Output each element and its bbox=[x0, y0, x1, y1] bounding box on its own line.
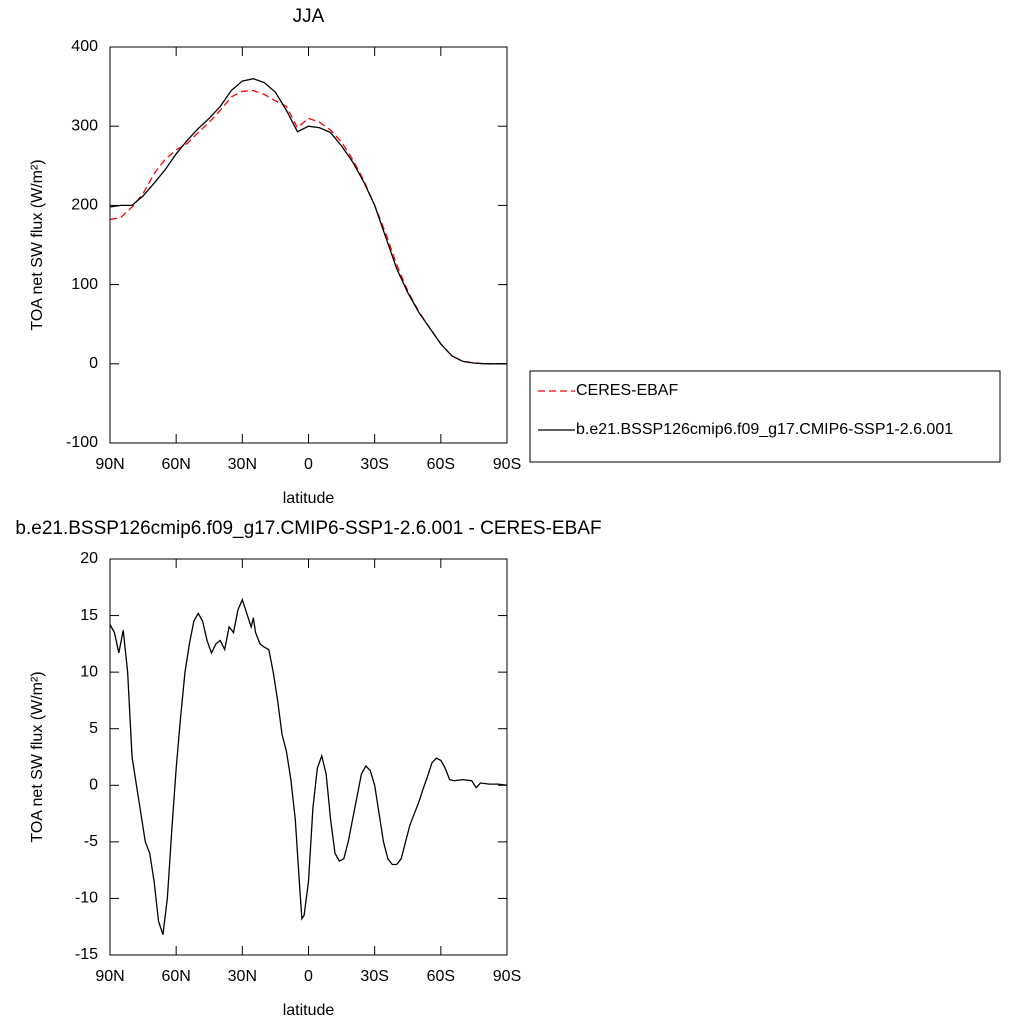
y-axis-label: TOA net SW flux (W/m²) bbox=[29, 159, 46, 330]
y-tick-label: 15 bbox=[80, 607, 98, 624]
y-tick-label: -100 bbox=[66, 434, 98, 451]
x-axis-label: latitude bbox=[283, 490, 335, 507]
x-tick-label: 0 bbox=[304, 456, 313, 473]
x-tick-label: 60N bbox=[161, 968, 190, 985]
x-tick-label: 30S bbox=[360, 968, 388, 985]
y-tick-label: 0 bbox=[89, 355, 98, 372]
data-line bbox=[109, 597, 508, 935]
x-tick-label: 90N bbox=[95, 456, 124, 473]
x-axis-label: latitude bbox=[283, 1002, 335, 1019]
y-tick-label: 20 bbox=[80, 550, 98, 567]
x-tick-label: 90S bbox=[493, 456, 521, 473]
x-tick-label: 60S bbox=[427, 968, 455, 985]
x-tick-label: 0 bbox=[304, 968, 313, 985]
y-tick-label: -15 bbox=[75, 946, 98, 963]
y-tick-label: 100 bbox=[71, 276, 98, 293]
x-tick-label: 90S bbox=[493, 968, 521, 985]
plot-frame bbox=[109, 46, 508, 444]
y-tick-label: 300 bbox=[71, 117, 98, 134]
y-tick-label: 200 bbox=[71, 197, 98, 214]
legend-label: b.e21.BSSP126cmip6.f09_g17.CMIP6-SSP1-2.… bbox=[576, 421, 953, 438]
x-tick-label: 30S bbox=[360, 456, 388, 473]
legend-label: CERES-EBAF bbox=[576, 382, 678, 399]
y-tick-label: 10 bbox=[80, 663, 98, 680]
chart-title: b.e21.BSSP126cmip6.f09_g17.CMIP6-SSP1-2.… bbox=[15, 518, 601, 539]
x-tick-label: 60S bbox=[427, 456, 455, 473]
plot-frame bbox=[109, 558, 508, 956]
y-tick-label: 0 bbox=[89, 777, 98, 794]
y-tick-label: -10 bbox=[75, 890, 98, 907]
x-tick-label: 60N bbox=[161, 456, 190, 473]
x-tick-label: 90N bbox=[95, 968, 124, 985]
y-tick-label: 5 bbox=[89, 720, 98, 737]
x-tick-label: 30N bbox=[228, 968, 257, 985]
data-line bbox=[109, 89, 507, 365]
legend-box bbox=[529, 370, 1001, 463]
chart-title: JJA bbox=[293, 6, 325, 27]
y-tick-label: 400 bbox=[71, 38, 98, 55]
y-tick-label: -5 bbox=[84, 833, 98, 850]
data-line bbox=[109, 78, 507, 365]
x-tick-label: 30N bbox=[228, 456, 257, 473]
y-axis-label: TOA net SW flux (W/m²) bbox=[29, 671, 46, 842]
